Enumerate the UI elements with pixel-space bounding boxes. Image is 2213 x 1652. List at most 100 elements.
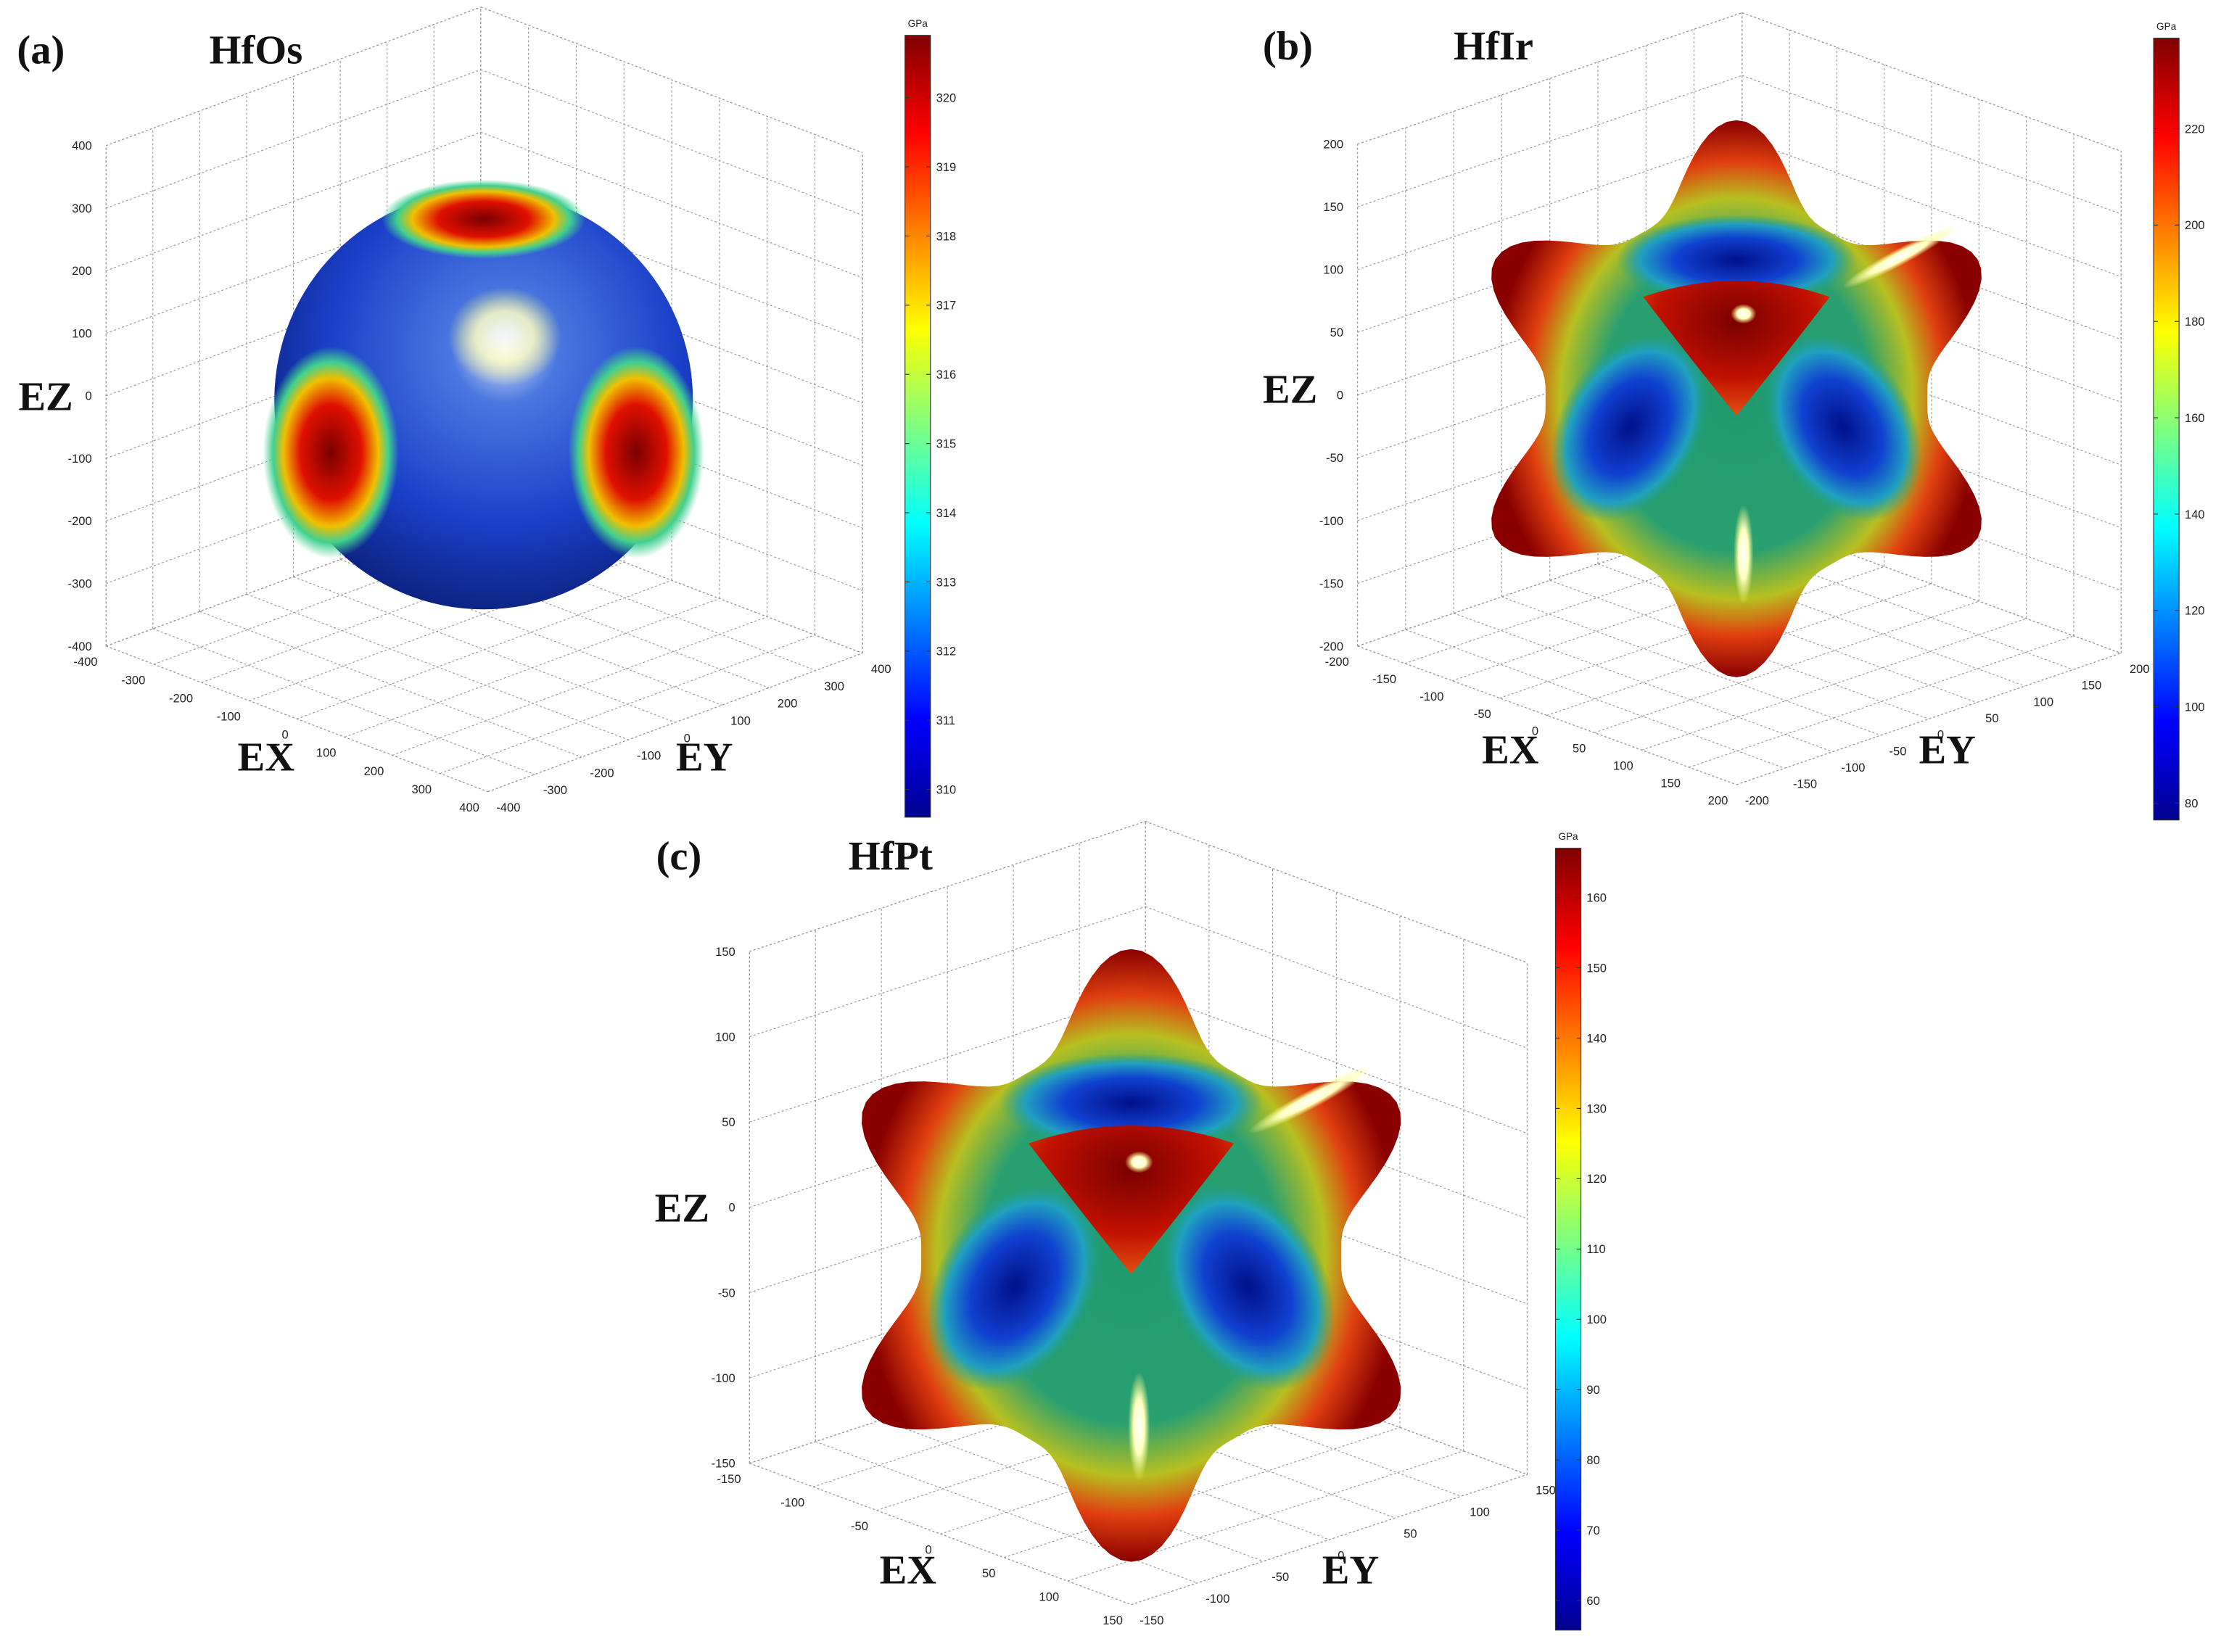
x-tick-label: -200 bbox=[169, 691, 193, 705]
z-tick-label: -400 bbox=[68, 640, 92, 653]
colorbar-tick-label: 110 bbox=[1586, 1242, 1605, 1256]
colorbar-tick-label: 220 bbox=[2185, 122, 2205, 136]
panel-label: (b) bbox=[1263, 24, 1313, 69]
z-tick-label: -100 bbox=[1319, 514, 1343, 528]
z-tick-label: 400 bbox=[72, 139, 92, 153]
grid-line bbox=[480, 69, 863, 216]
z-tick-label: 200 bbox=[72, 264, 92, 278]
x-tick-label: -100 bbox=[217, 710, 241, 724]
y-tick-label: 50 bbox=[1404, 1527, 1417, 1540]
grid-line bbox=[1501, 596, 1882, 736]
colorbar-tick-label: 100 bbox=[2185, 700, 2205, 714]
colorbar-tick-label: 130 bbox=[1586, 1102, 1607, 1115]
colorbar-tick-label: 140 bbox=[2185, 508, 2205, 521]
y-tick-label: -400 bbox=[496, 801, 520, 814]
y-tick-label: 150 bbox=[1536, 1484, 1556, 1498]
grid-line bbox=[1003, 1426, 1401, 1558]
y-tick-label: 0 bbox=[1937, 728, 1944, 742]
grid-line bbox=[106, 7, 482, 146]
highlight bbox=[1125, 1151, 1153, 1173]
z-tick-label: -200 bbox=[1319, 640, 1343, 653]
colorbar-tick-label: 316 bbox=[936, 368, 957, 381]
colorbar-tick-label: 180 bbox=[2185, 315, 2205, 329]
y-tick-label: 50 bbox=[1985, 711, 1998, 725]
y-tick-label: -50 bbox=[1272, 1570, 1289, 1584]
y-tick-label: -150 bbox=[1793, 777, 1817, 791]
grid-line bbox=[1597, 563, 1977, 703]
y-tick-label: -50 bbox=[1890, 744, 1907, 758]
surface-feature bbox=[927, 1181, 1103, 1392]
colorbar-tick-label: 319 bbox=[936, 160, 957, 174]
colorbar-tick-label: 200 bbox=[2185, 218, 2205, 232]
y-tick-label: 150 bbox=[2082, 679, 2102, 693]
surface-feature bbox=[999, 1053, 1264, 1153]
highlight bbox=[1731, 304, 1757, 324]
colorbar-tick-label: 120 bbox=[2185, 604, 2205, 618]
surface-feature bbox=[1643, 280, 1830, 416]
surface-feature bbox=[1616, 215, 1857, 306]
grid-line bbox=[1646, 547, 2025, 687]
grid-line bbox=[1742, 263, 2122, 403]
grid-line bbox=[1742, 75, 2122, 215]
y-tick-label: -100 bbox=[1841, 761, 1865, 775]
colorbar-label: GPa bbox=[1558, 831, 1578, 842]
x-tick-label: -300 bbox=[121, 673, 145, 687]
panel: -200 -150 -100 -50 0 50 100 150 200 -200 -150 -100 -… bbox=[1263, 12, 2205, 821]
grid-line bbox=[1742, 138, 2122, 278]
z-tick-label: 150 bbox=[715, 945, 735, 959]
y-tick-label: -200 bbox=[1745, 793, 1769, 807]
grid-line bbox=[480, 131, 863, 278]
grid-line bbox=[1694, 530, 2074, 670]
y-tick-label: 400 bbox=[871, 662, 891, 676]
highlight bbox=[1734, 504, 1754, 604]
grid-line bbox=[106, 69, 482, 209]
y-tick-label: -100 bbox=[637, 748, 661, 762]
y-tick-label: -150 bbox=[1140, 1614, 1163, 1627]
grid-line bbox=[1131, 1474, 1528, 1606]
colorbar bbox=[904, 35, 931, 818]
z-tick-label: 50 bbox=[1330, 326, 1343, 339]
colorbar-tick-label: 317 bbox=[936, 299, 957, 313]
y-axis-label: EY bbox=[1322, 1548, 1380, 1593]
x-tick-label: 400 bbox=[459, 801, 479, 814]
panel-label: (a) bbox=[17, 28, 65, 73]
x-tick-label: 0 bbox=[926, 1543, 932, 1557]
chart-title: HfOs bbox=[210, 28, 303, 73]
grid-line bbox=[1357, 645, 1737, 785]
x-tick-label: 50 bbox=[1573, 742, 1586, 756]
y-axis-label: EY bbox=[676, 735, 733, 780]
grid-line bbox=[106, 131, 482, 271]
colorbar-tick-label: 150 bbox=[1586, 961, 1607, 975]
z-axis-label: EZ bbox=[655, 1186, 709, 1231]
x-tick-label: 0 bbox=[281, 728, 288, 742]
x-tick-label: -150 bbox=[717, 1472, 741, 1486]
grid-line bbox=[152, 628, 535, 775]
z-tick-label: 100 bbox=[1323, 263, 1343, 277]
surface-feature bbox=[568, 346, 704, 559]
colorbar-tick-label: 315 bbox=[936, 437, 957, 450]
colorbar-label: GPa bbox=[2156, 21, 2177, 32]
x-tick-label: 50 bbox=[982, 1566, 995, 1580]
x-tick-label: 200 bbox=[1708, 793, 1728, 807]
grid-line bbox=[1405, 629, 1785, 769]
y-tick-label: 100 bbox=[730, 714, 751, 728]
surface-feature bbox=[1551, 331, 1710, 522]
colorbar-tick-label: 80 bbox=[2185, 796, 2198, 810]
panel-label: (c) bbox=[656, 834, 702, 879]
z-tick-label: 100 bbox=[715, 1030, 735, 1044]
x-tick-label: -150 bbox=[1372, 672, 1396, 686]
grid-line bbox=[1742, 326, 2122, 466]
surface-feature bbox=[1763, 331, 1922, 522]
grid-line bbox=[749, 991, 1146, 1123]
y-axis-label: EY bbox=[1919, 728, 1976, 773]
colorbar-label: GPa bbox=[908, 18, 928, 29]
grid-line bbox=[1549, 579, 1929, 719]
colorbar-tick-label: 318 bbox=[936, 229, 957, 243]
z-tick-label: 300 bbox=[72, 202, 92, 215]
surface-feature bbox=[448, 286, 561, 387]
y-tick-label: -200 bbox=[590, 766, 614, 780]
z-tick-label: -100 bbox=[712, 1371, 735, 1385]
surface-feature bbox=[263, 346, 399, 559]
grid-line bbox=[106, 645, 488, 793]
